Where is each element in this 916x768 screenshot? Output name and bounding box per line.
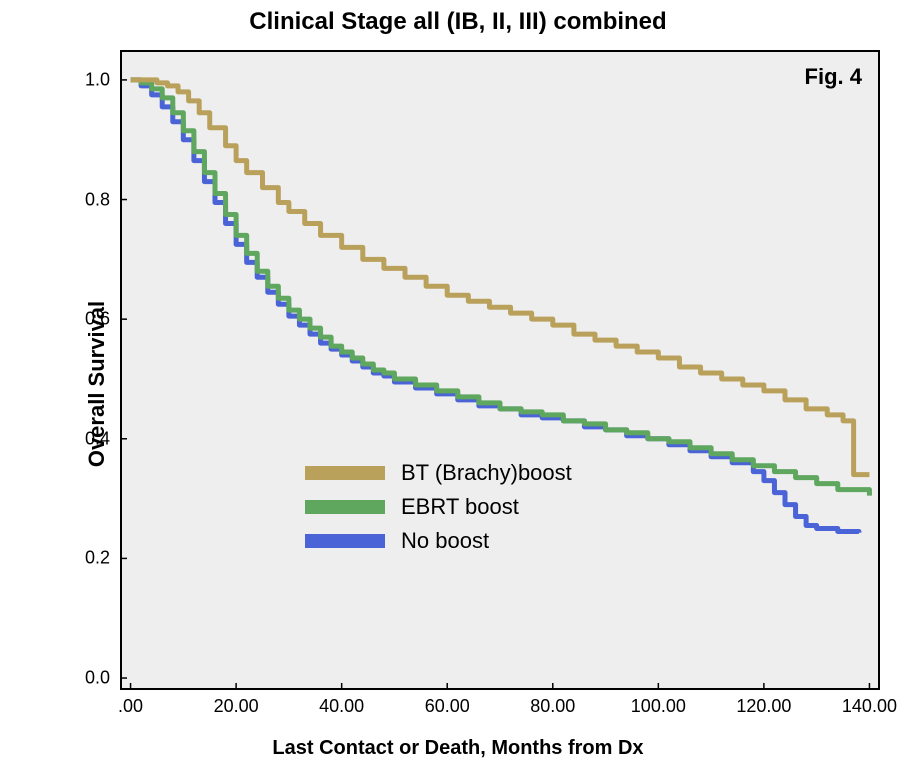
x-tick-label: 20.00 xyxy=(214,696,259,717)
legend: BT (Brachy)boost EBRT boost No boost xyxy=(305,460,572,562)
x-axis-label: Last Contact or Death, Months from Dx xyxy=(0,737,916,760)
legend-label: EBRT boost xyxy=(401,494,519,520)
x-tick-label: 40.00 xyxy=(319,696,364,717)
x-tick-label: 120.00 xyxy=(736,696,791,717)
legend-item: No boost xyxy=(305,528,572,554)
y-tick-label: 0.2 xyxy=(85,548,110,569)
y-tick-label: 0.6 xyxy=(85,309,110,330)
y-tick-label: 0.4 xyxy=(85,428,110,449)
figure-label: Fig. 4 xyxy=(805,64,862,90)
x-tick-label: 80.00 xyxy=(530,696,575,717)
legend-swatch xyxy=(305,534,385,548)
legend-label: BT (Brachy)boost xyxy=(401,460,572,486)
legend-item: EBRT boost xyxy=(305,494,572,520)
x-tick-label: 100.00 xyxy=(631,696,686,717)
chart-container: Clinical Stage all (IB, II, III) combine… xyxy=(0,0,916,768)
legend-swatch xyxy=(305,500,385,514)
x-tick-label: 60.00 xyxy=(425,696,470,717)
y-tick-label: 0.0 xyxy=(85,668,110,689)
y-tick-label: 0.8 xyxy=(85,189,110,210)
legend-item: BT (Brachy)boost xyxy=(305,460,572,486)
legend-label: No boost xyxy=(401,528,489,554)
y-tick-label: 1.0 xyxy=(85,69,110,90)
x-tick-label: 140.00 xyxy=(842,696,897,717)
plot-area xyxy=(120,50,880,690)
legend-swatch xyxy=(305,466,385,480)
x-tick-label: .00 xyxy=(118,696,143,717)
